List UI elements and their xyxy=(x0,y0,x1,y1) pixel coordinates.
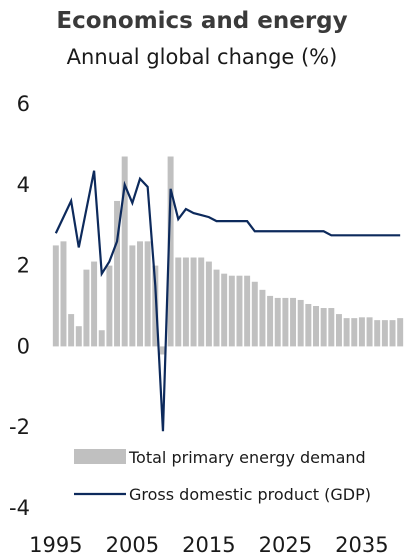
energy-demand-bar xyxy=(198,257,205,347)
energy-demand-bar xyxy=(313,306,319,347)
y-tick-label: 6 xyxy=(17,92,30,116)
energy-demand-bar xyxy=(274,297,281,347)
x-tick-label: 1995 xyxy=(29,533,82,557)
legend-swatch-energy xyxy=(74,449,126,464)
x-tick-label: 2035 xyxy=(335,533,388,557)
energy-demand-bar xyxy=(182,257,189,347)
energy-demand-bar xyxy=(175,257,182,347)
energy-demand-bar xyxy=(236,275,243,347)
energy-demand-bar xyxy=(98,330,105,347)
energy-demand-bar xyxy=(228,275,235,347)
energy-demand-bar xyxy=(343,318,350,347)
energy-demand-bar xyxy=(290,297,297,347)
energy-demand-bar xyxy=(75,326,82,347)
x-tick-label: 2025 xyxy=(259,533,312,557)
energy-demand-bar xyxy=(328,308,335,347)
energy-demand-bar xyxy=(167,156,174,347)
energy-demand-bar xyxy=(114,200,121,347)
energy-demand-bar xyxy=(366,317,373,347)
energy-demand-bar xyxy=(305,303,312,347)
chart-title: Economics and energy xyxy=(56,8,348,34)
energy-demand-bar xyxy=(190,257,197,347)
x-tick-label: 2015 xyxy=(182,533,235,557)
energy-demand-bar xyxy=(144,241,151,347)
energy-demand-bar xyxy=(83,269,90,347)
y-tick-label: -4 xyxy=(9,496,30,520)
energy-demand-bar xyxy=(351,318,358,347)
energy-demand-bar xyxy=(282,297,289,347)
energy-demand-bar xyxy=(267,295,274,347)
energy-demand-bar xyxy=(251,281,258,347)
energy-demand-bar xyxy=(121,156,128,347)
energy-demand-bar xyxy=(68,314,75,347)
chart-subtitle: Annual global change (%) xyxy=(66,45,338,69)
energy-demand-bar xyxy=(137,241,143,347)
legend-label-gdp: Gross domestic product (GDP) xyxy=(129,485,371,504)
energy-demand-bar xyxy=(259,289,266,347)
energy-demand-bar xyxy=(52,245,59,347)
energy-demand-bar xyxy=(213,269,220,347)
energy-demand-bar xyxy=(335,314,342,347)
energy-demand-bar xyxy=(358,317,365,347)
y-tick-label: 2 xyxy=(17,254,30,278)
gdp-line xyxy=(54,170,401,432)
y-tick-label: 0 xyxy=(17,334,30,358)
energy-demand-bar xyxy=(397,318,404,347)
energy-demand-bar xyxy=(381,320,388,347)
x-tick-label: 2005 xyxy=(106,533,159,557)
energy-demand-bar xyxy=(297,299,304,347)
energy-demand-bar xyxy=(320,308,327,347)
energy-demand-bar xyxy=(129,245,136,347)
energy-demand-bar xyxy=(374,320,381,347)
y-tick-label: 4 xyxy=(17,173,30,197)
energy-demand-bar xyxy=(221,273,228,347)
energy-demand-bar xyxy=(159,346,166,355)
energy-demand-bar xyxy=(91,261,98,347)
energy-demand-bar xyxy=(60,241,67,347)
legend-label-energy: Total primary energy demand xyxy=(128,448,366,467)
energy-demand-bar xyxy=(205,261,212,347)
energy-demand-bar xyxy=(389,320,396,347)
energy-demand-bar xyxy=(244,275,251,347)
y-tick-label: -2 xyxy=(9,415,30,439)
energy-demand-bar xyxy=(106,265,113,347)
